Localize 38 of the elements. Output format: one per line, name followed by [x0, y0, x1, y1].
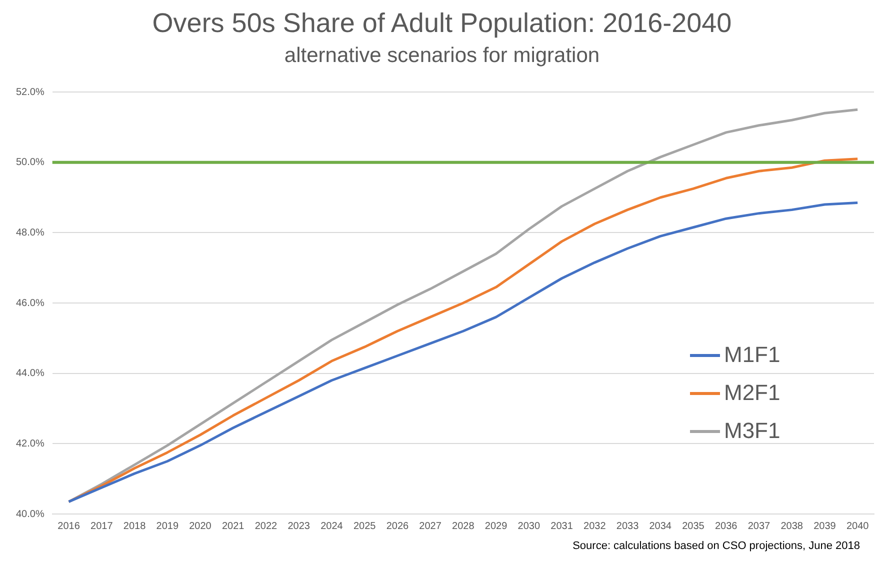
x-tick-label: 2019	[156, 520, 179, 532]
x-tick-label: 2022	[254, 520, 278, 532]
x-tick-label: 2016	[58, 520, 80, 532]
x-tick-label: 2026	[386, 520, 410, 532]
x-tick-label: 2029	[484, 520, 508, 532]
x-tick-label: 2021	[222, 520, 245, 532]
legend-label: M3F1	[724, 418, 780, 444]
x-tick-label: 2024	[320, 520, 344, 532]
legend-label: M2F1	[724, 380, 780, 406]
y-tick-label: 46.0%	[16, 298, 44, 309]
y-tick-label: 48.0%	[16, 227, 44, 238]
y-tick-label: 50.0%	[16, 157, 44, 168]
x-tick-label: 2040	[846, 520, 870, 532]
x-tick-label: 2018	[123, 520, 146, 532]
source-note: Source: calculations based on CSO projections, June 2018	[572, 540, 860, 552]
y-tick-label: 52.0%	[16, 86, 44, 98]
x-tick-label: 2017	[90, 520, 114, 532]
chart-subtitle: alternative scenarios for migration	[283, 44, 601, 68]
x-tick-label: 2037	[748, 520, 771, 532]
chart-title: Overs 50s Share of Adult Population: 2016-2040	[151, 8, 733, 39]
y-tick-label: 40.0%	[16, 508, 44, 520]
x-tick-label: 2031	[550, 520, 574, 532]
x-tick-label: 2032	[584, 520, 606, 532]
x-tick-label: 2036	[714, 520, 738, 532]
x-tick-label: 2034	[649, 520, 672, 532]
x-tick-label: 2028	[452, 520, 475, 532]
y-tick-label: 44.0%	[16, 368, 44, 380]
x-tick-label: 2020	[189, 520, 212, 532]
y-tick-label: 42.0%	[16, 438, 44, 450]
legend-label: M1F1	[724, 342, 780, 368]
x-tick-label: 2030	[518, 520, 540, 532]
x-tick-label: 2025	[353, 520, 376, 532]
x-tick-label: 2023	[288, 520, 310, 532]
x-tick-label: 2039	[814, 520, 836, 532]
x-tick-label: 2038	[780, 520, 804, 532]
x-tick-label: 2035	[682, 520, 705, 532]
x-tick-label: 2033	[616, 520, 640, 532]
x-tick-label: 2027	[419, 520, 442, 532]
